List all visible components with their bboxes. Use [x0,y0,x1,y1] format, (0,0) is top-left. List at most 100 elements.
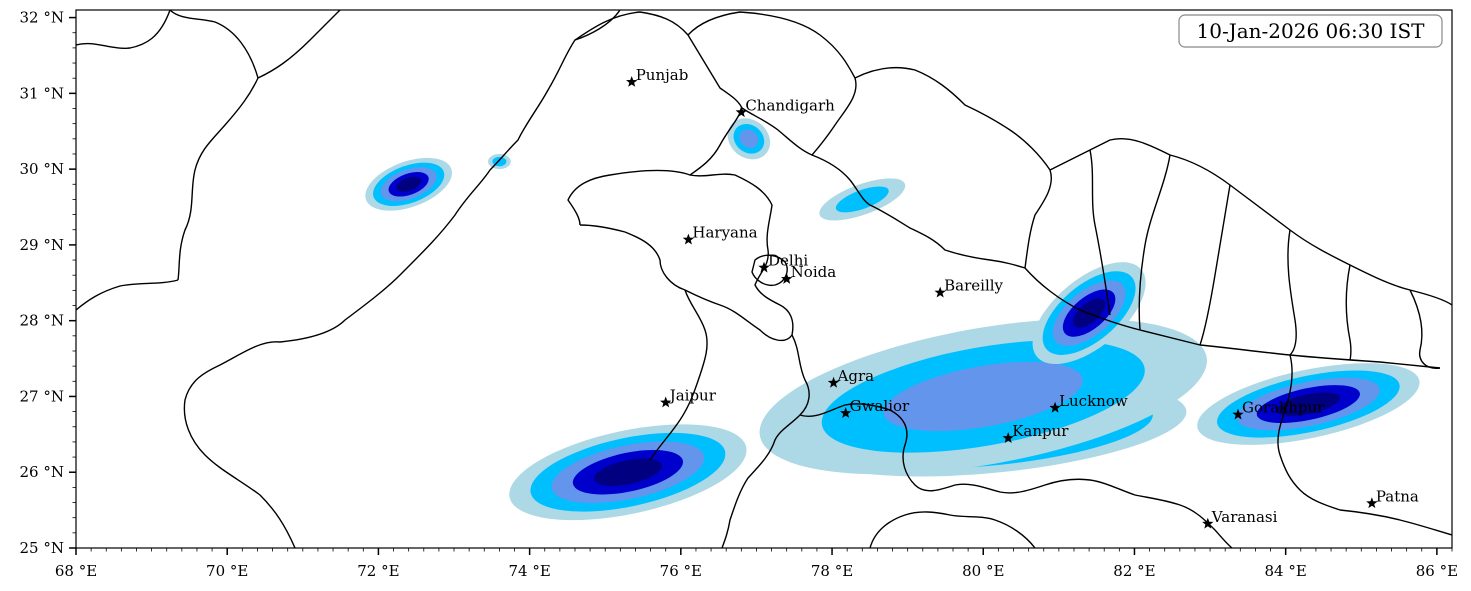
punjab-border [567,11,743,226]
fog-level-5 [396,176,422,192]
x-tick-label: 74 °E [508,562,550,580]
x-tick-label: 76 °E [660,562,702,580]
fog-level-3 [739,129,759,148]
x-tick-label: 70 °E [206,562,248,580]
fog-region-gorakhpur-cell [1197,363,1420,445]
city-label: Kanpur [1012,422,1069,440]
star-icon [682,233,695,245]
star-icon [827,376,840,388]
bhutan-sikkim-border [1409,289,1441,369]
star-icon [1232,408,1244,420]
x-tick-label: 80 °E [962,562,1004,580]
y-tick-label: 27 °N [20,387,64,405]
x-tick-label: 78 °E [811,562,853,580]
city-haryana: Haryana [682,224,758,245]
y-tick-label: 28 °N [20,312,64,330]
star-icon [1049,401,1061,413]
fog-layer [365,118,1420,521]
fog-level-2 [835,186,889,213]
x-tick-label: 68 °E [55,562,97,580]
city-noida: Noida [781,263,836,284]
fog-level-3 [883,361,1083,432]
city-label: Gwalior [850,397,910,415]
city-label: Noida [791,263,837,281]
city-agra: Agra [827,367,875,388]
city-kanpur: Kanpur [1002,422,1069,443]
city-label: Haryana [692,224,757,242]
nepal-border [1024,267,1441,369]
city-label: Patna [1376,487,1419,505]
pakistan-internal-border-3 [257,10,341,79]
star-icon [934,286,946,298]
timestamp-text: 10-Jan-2026 06:30 IST [1197,19,1426,43]
rajasthan-internal-border [649,289,708,461]
uttarakhand-north-border [854,66,1052,269]
city-label: Lucknow [1059,392,1128,410]
star-icon [758,261,770,273]
fog-level-5 [1276,392,1341,416]
pakistan-internal-border-1 [169,10,259,281]
up-bihar-border [1277,354,1341,511]
y-tick-label: 30 °N [20,160,64,178]
city-jaipur: Jaipur [660,387,717,408]
city-patna: Patna [1366,487,1419,509]
star-icon [1002,432,1014,443]
city-label: Agra [837,367,875,385]
nepal-internal-1 [1089,149,1111,316]
axis-tick-labels: 68 °E 70 °E 72 °E 74 °E 76 °E 78 °E 80 °E 82 °E… [20,9,1459,580]
fog-region-central-up-band [759,318,1207,475]
x-tick-label: 86 °E [1416,562,1458,580]
fog-level-5 [594,458,662,486]
plot-frame [75,9,1453,549]
india-pakistan-border [183,10,621,548]
y-tick-label: 31 °N [20,84,64,102]
city-varanasi: Varanasi [1202,508,1278,529]
mp-internal-border [869,511,1036,548]
nepal-internal-4 [1287,229,1297,356]
city-chandigarh: Chandigarh [735,96,835,118]
nepal-internal-5 [1345,264,1352,361]
star-icon [735,106,747,118]
star-icon [1366,497,1378,509]
star-icon [626,76,638,87]
x-tick-label: 84 °E [1265,562,1307,580]
uttarakhand-border [811,154,1026,269]
bihar-border [1339,509,1452,536]
city-label: Jaipur [668,387,717,405]
delhi-border [751,254,788,287]
x-tick-label: 82 °E [1113,562,1155,580]
y-tick-label: 25 °N [20,539,64,557]
fog-region-west-pakistan-cell [365,157,452,211]
star-icon [839,407,852,418]
star-icon [1202,517,1214,529]
city-bareilly: Bareilly [934,277,1004,298]
star-icon [660,396,672,408]
himachal-border [687,11,857,156]
borders [76,10,1452,548]
city-label: Punjab [636,66,689,84]
city-gorakhpur: Gorakhpur [1232,399,1325,420]
city-punjab: Punjab [626,66,688,87]
nepal-north-border [1049,138,1452,306]
fog-region-uttarakhand-plains [819,178,906,221]
y-tick-label: 32 °N [20,9,64,27]
fog-region-chandigarh-cell [727,118,771,160]
fog-region-rajasthan-cell [509,424,747,521]
city-delhi: Delhi [758,252,808,273]
star-icon [781,273,793,284]
city-label: Varanasi [1211,508,1278,526]
pakistan-internal-border-4 [76,279,179,311]
rajasthan-up-border [721,334,810,548]
city-label: Chandigarh [745,96,835,114]
nepal-internal-3 [1199,184,1231,346]
city-label: Delhi [768,252,808,270]
y-tick-label: 26 °N [20,463,64,481]
x-tick-label: 72 °E [357,562,399,580]
nepal-internal-2 [1138,154,1171,331]
up-mp-border [799,403,1233,548]
timestamp-box: 10-Jan-2026 06:30 IST [1178,14,1443,48]
fog-region-west-pakistan-east-cell [488,153,511,170]
pakistan-internal-border-2 [76,10,171,49]
